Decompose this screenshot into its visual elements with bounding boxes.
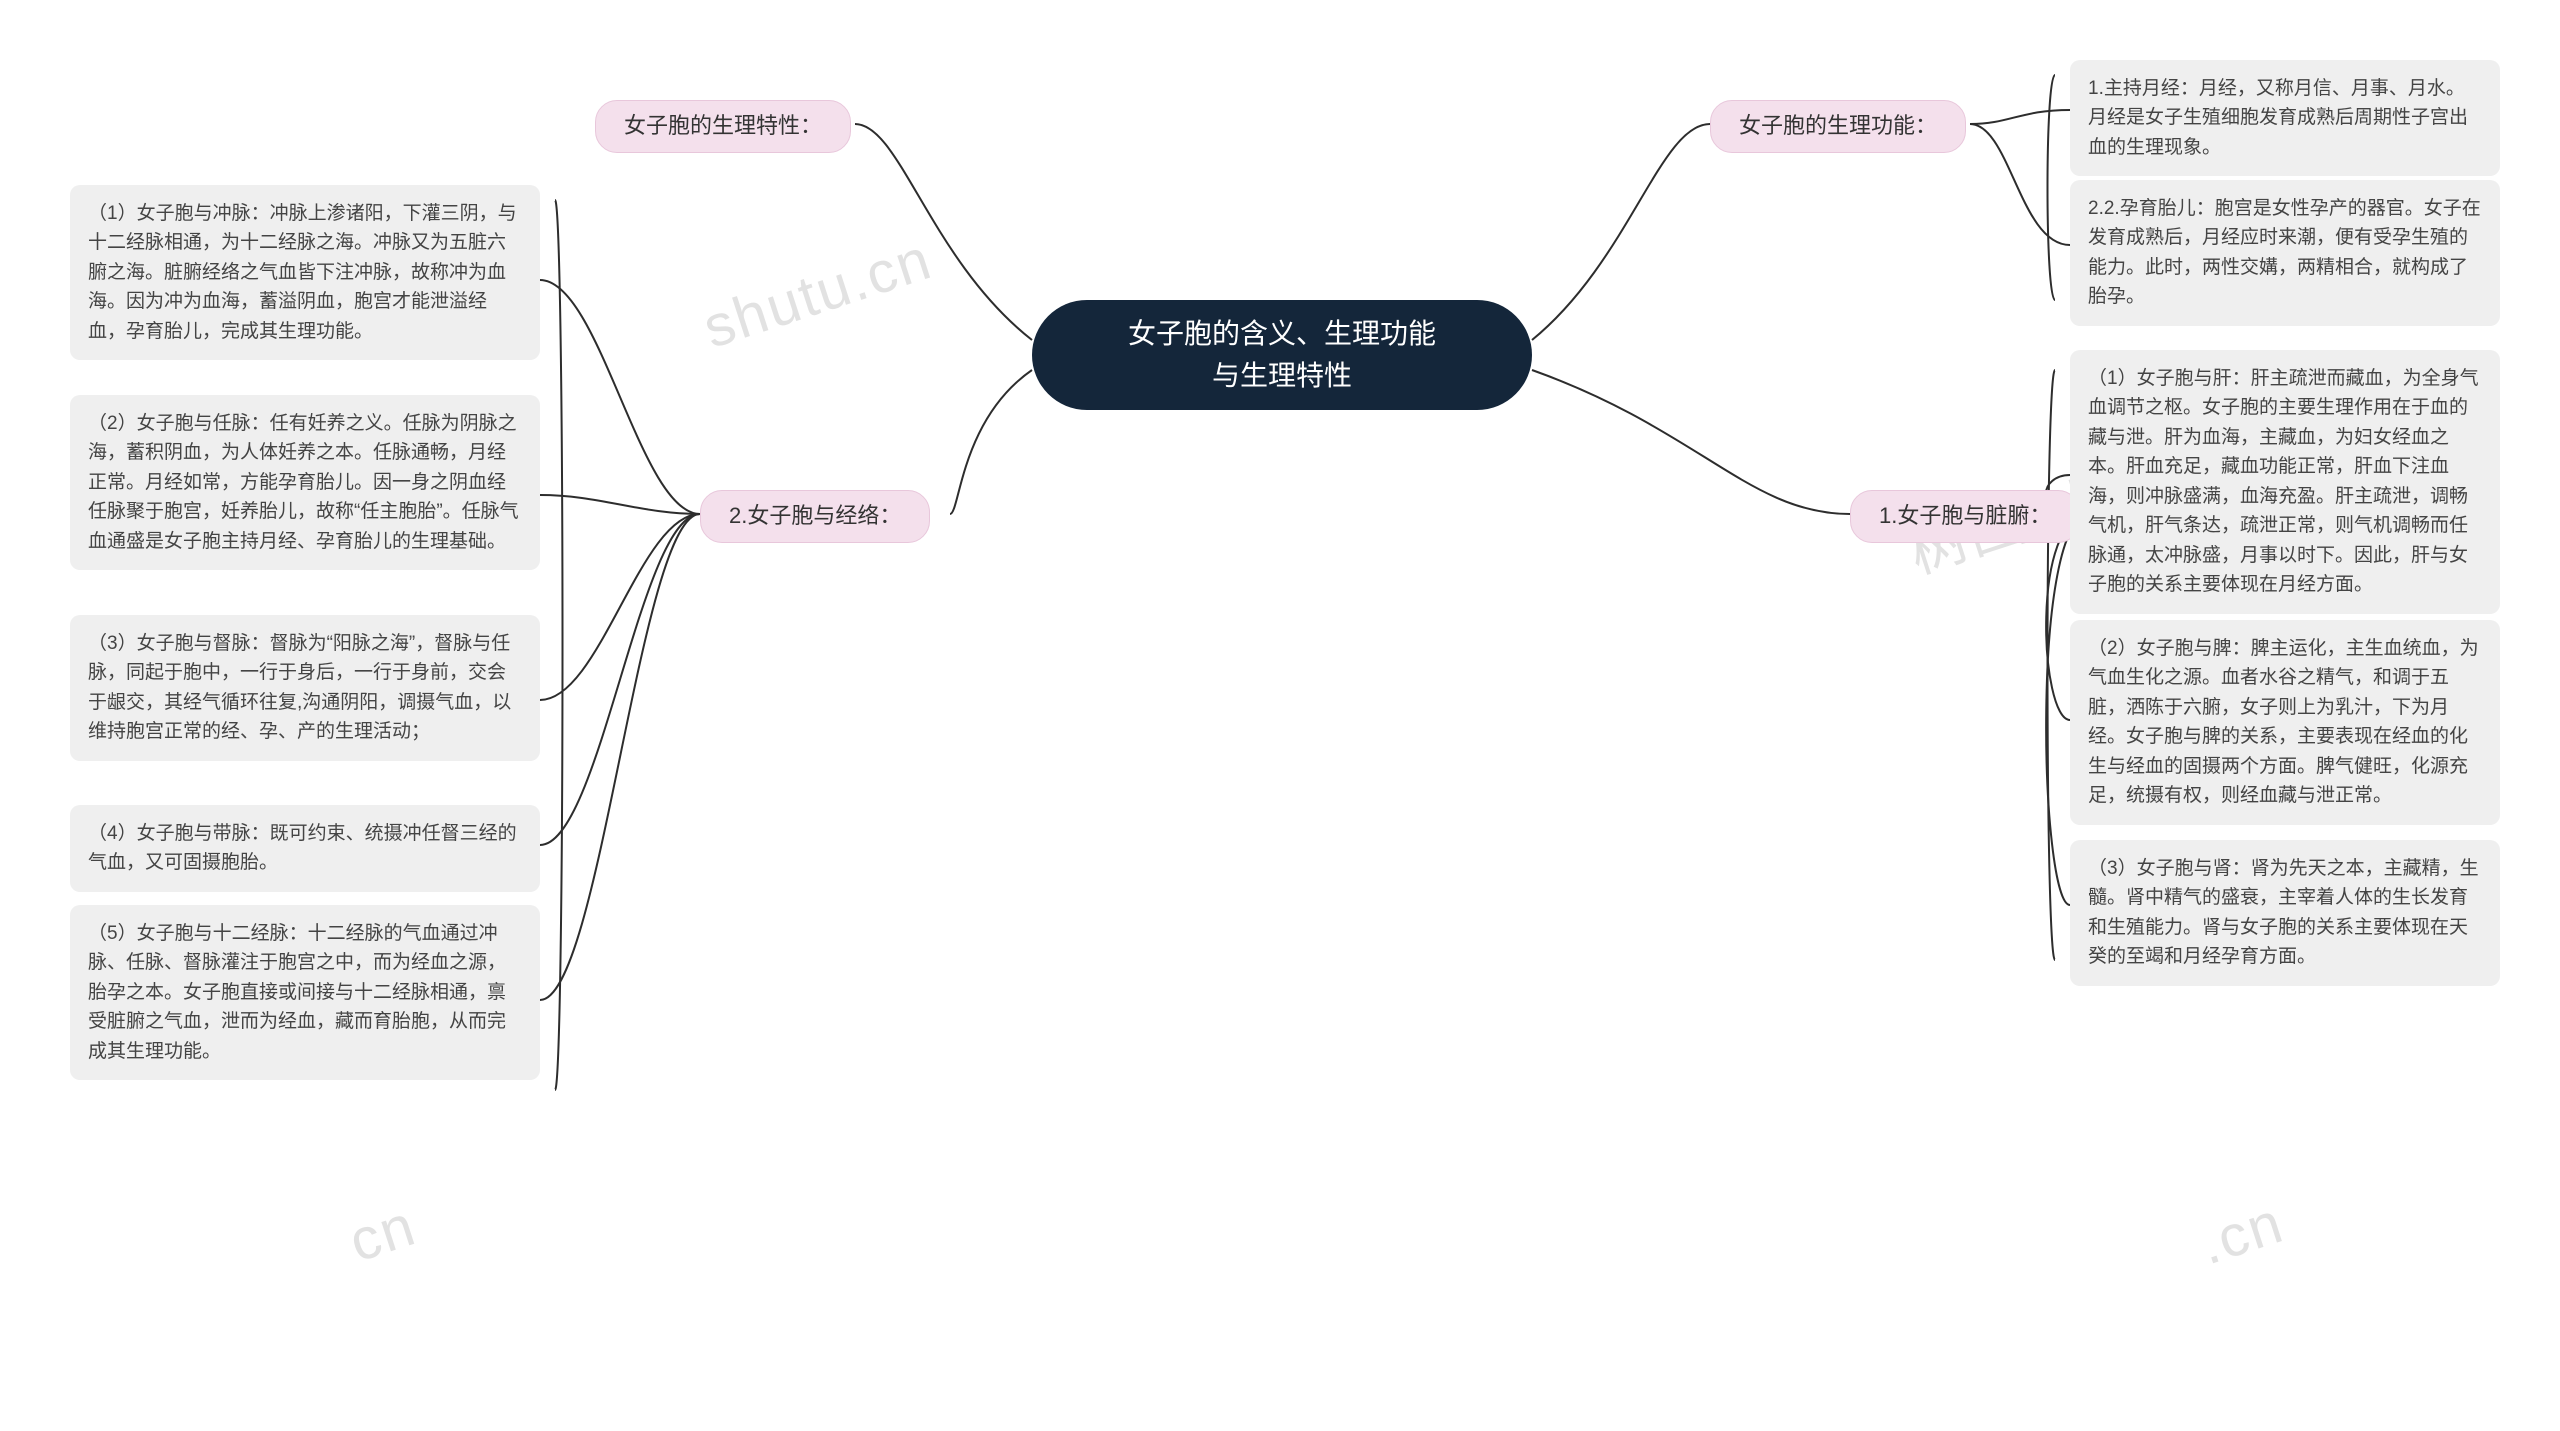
root-label: 女子胞的含义、生理功能与生理特性 xyxy=(1128,313,1436,397)
leaf-organ2: （2）女子胞与脾：脾主运化，主生血统血，为气血生化之源。血者水谷之精气，和调于五… xyxy=(2070,620,2500,825)
leaf-mer4: （4）女子胞与带脉：既可约束、统摄冲任督三经的气血，又可固摄胞胎。 xyxy=(70,805,540,892)
branch-label: 女子胞的生理特性： xyxy=(624,113,822,138)
leaf-mer3: （3）女子胞与督脉：督脉为“阳脉之海”，督脉与任脉，同起于胞中，一行于身后，一行… xyxy=(70,615,540,761)
branch-label: 1.女子胞与脏腑： xyxy=(1879,503,2051,528)
watermark: cn xyxy=(341,1192,424,1276)
leaf-func1: 1.主持月经：月经，又称月信、月事、月水。月经是女子生殖细胞发育成熟后周期性子宫… xyxy=(2070,60,2500,176)
leaf-text: （1）女子胞与肝：肝主疏泄而藏血，为全身气血调节之枢。女子胞的主要生理作用在于血… xyxy=(2088,368,2479,595)
leaf-text: 2.2.孕育胎儿：胞宫是女性孕产的器官。女子在发育成熟后，月经应时来潮，便有受孕… xyxy=(2088,198,2481,307)
leaf-organ3: （3）女子胞与肾：肾为先天之本，主藏精，生髓。肾中精气的盛衰，主宰着人体的生长发… xyxy=(2070,840,2500,986)
leaf-text: （3）女子胞与肾：肾为先天之本，主藏精，生髓。肾中精气的盛衰，主宰着人体的生长发… xyxy=(2088,858,2479,967)
leaf-mer1: （1）女子胞与冲脉：冲脉上渗诸阳，下灌三阴，与十二经脉相通，为十二经脉之海。冲脉… xyxy=(70,185,540,360)
root-node: 女子胞的含义、生理功能与生理特性 xyxy=(1032,300,1532,410)
mindmap-canvas: shutu.cn 树图 shutu.cn cn .cn xyxy=(0,0,2560,1431)
leaf-text: （3）女子胞与督脉：督脉为“阳脉之海”，督脉与任脉，同起于胞中，一行于身后，一行… xyxy=(88,633,511,742)
branch-label: 女子胞的生理功能： xyxy=(1739,113,1937,138)
branch-label: 2.女子胞与经络： xyxy=(729,503,901,528)
leaf-mer2: （2）女子胞与任脉：任有妊养之义。任脉为阴脉之海，蓄积阴血，为人体妊养之本。任脉… xyxy=(70,395,540,570)
leaf-text: （2）女子胞与任脉：任有妊养之义。任脉为阴脉之海，蓄积阴血，为人体妊养之本。任脉… xyxy=(88,413,519,552)
leaf-text: （5）女子胞与十二经脉：十二经脉的气血通过冲脉、任脉、督脉灌注于胞宫之中，而为经… xyxy=(88,923,506,1062)
leaf-text: 1.主持月经：月经，又称月信、月事、月水。月经是女子生殖细胞发育成熟后周期性子宫… xyxy=(2088,78,2468,158)
branch-organ: 1.女子胞与脏腑： xyxy=(1850,490,2080,543)
leaf-mer5: （5）女子胞与十二经脉：十二经脉的气血通过冲脉、任脉、督脉灌注于胞宫之中，而为经… xyxy=(70,905,540,1080)
branch-meridian: 2.女子胞与经络： xyxy=(700,490,930,543)
leaf-text: （1）女子胞与冲脉：冲脉上渗诸阳，下灌三阴，与十二经脉相通，为十二经脉之海。冲脉… xyxy=(88,203,517,342)
leaf-organ1: （1）女子胞与肝：肝主疏泄而藏血，为全身气血调节之枢。女子胞的主要生理作用在于血… xyxy=(2070,350,2500,614)
branch-phys-char: 女子胞的生理特性： xyxy=(595,100,851,153)
watermark: shutu.cn xyxy=(695,225,939,361)
leaf-func2: 2.2.孕育胎儿：胞宫是女性孕产的器官。女子在发育成熟后，月经应时来潮，便有受孕… xyxy=(2070,180,2500,326)
leaf-text: （2）女子胞与脾：脾主运化，主生血统血，为气血生化之源。血者水谷之精气，和调于五… xyxy=(2088,638,2479,806)
leaf-text: （4）女子胞与带脉：既可约束、统摄冲任督三经的气血，又可固摄胞胎。 xyxy=(88,823,517,873)
branch-phys-func: 女子胞的生理功能： xyxy=(1710,100,1966,153)
watermark: .cn xyxy=(2192,1189,2292,1278)
